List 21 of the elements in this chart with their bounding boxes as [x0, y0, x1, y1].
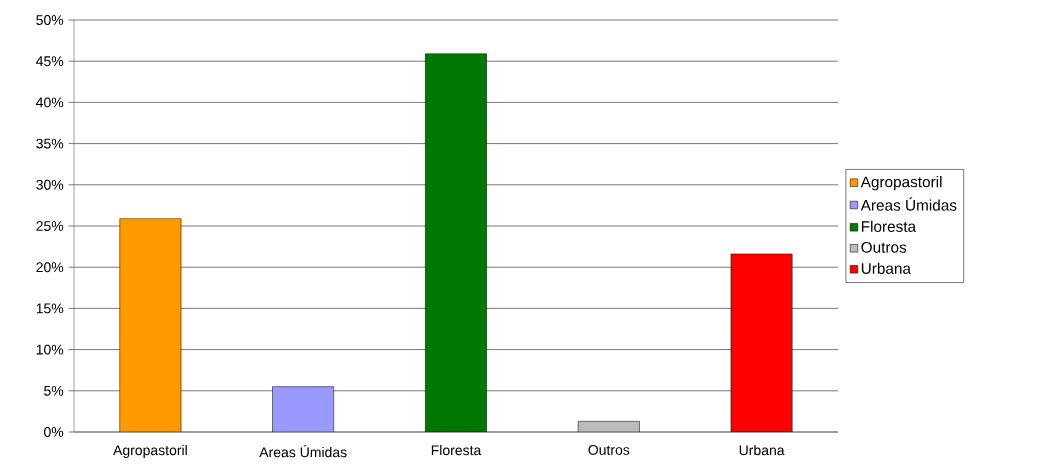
- x-tick-label: Agropastoril: [113, 444, 187, 458]
- legend-label: Areas Úmidas: [860, 197, 957, 211]
- y-tick-label: 50%: [36, 15, 64, 25]
- legend-label: Outros: [861, 241, 907, 253]
- y-tick-label: 10%: [36, 344, 64, 355]
- y-tick-label: 30%: [36, 179, 64, 190]
- y-tick-label: 15%: [36, 303, 64, 314]
- x-tick-label: Urbana: [739, 444, 785, 456]
- y-tick-label: 35%: [36, 138, 64, 149]
- legend-label: Urbana: [861, 262, 911, 274]
- legend-label: Agropastoril: [860, 176, 942, 191]
- y-tick-label: 20%: [36, 262, 64, 273]
- y-tick-label: 0%: [44, 427, 64, 437]
- x-tick-label: Floresta: [431, 444, 482, 456]
- y-tick-label: 5%: [44, 385, 64, 396]
- y-tick-label: 25%: [36, 221, 64, 231]
- legend-label: Floresta: [861, 220, 917, 232]
- y-tick-label: 45%: [36, 56, 64, 67]
- y-tick-label: 40%: [36, 97, 64, 108]
- x-tick-label: Outros: [588, 444, 630, 455]
- x-tick-label: Areas Úmidas: [259, 444, 347, 458]
